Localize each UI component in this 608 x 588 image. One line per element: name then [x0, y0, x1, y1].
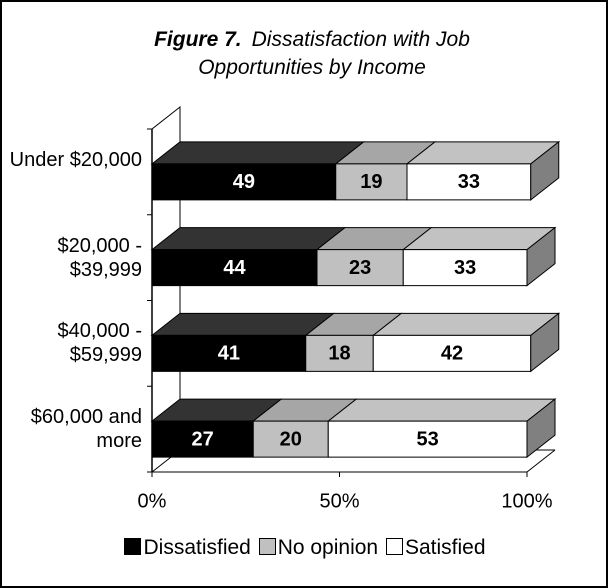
bar	[252, 420, 329, 458]
bar-top	[150, 141, 366, 165]
legend-label: Satisfied	[404, 536, 486, 559]
legend-label: Dissatisfied	[143, 536, 251, 559]
bar	[151, 163, 337, 201]
bar-end	[526, 226, 556, 287]
value-label: 33	[454, 257, 476, 279]
floor-right	[526, 449, 556, 473]
figure-label: Figure 7.	[154, 28, 242, 51]
value-label: 18	[328, 343, 350, 365]
bar	[305, 334, 374, 372]
bar-top	[150, 312, 336, 336]
legend-item: No opinion	[257, 536, 378, 559]
bar	[402, 249, 528, 287]
value-label: 53	[417, 428, 439, 450]
bar-top	[371, 312, 561, 336]
legend-item: Dissatisfied	[122, 536, 251, 559]
legend-item: Satisfied	[384, 536, 486, 559]
value-label: 42	[441, 343, 463, 365]
x-tick-label: 0%	[138, 490, 167, 512]
legend-swatch	[385, 538, 403, 555]
y-tick-label: $40,000 - $59,999	[57, 320, 142, 367]
y-tick-label: Under $20,000	[9, 148, 142, 171]
chart-title: Dissatisfaction with Job Opportunities b…	[198, 28, 470, 79]
legend-swatch	[258, 538, 276, 555]
value-label: 41	[218, 343, 240, 365]
legend: Dissatisfied No opinion Satisfied	[2, 536, 606, 560]
value-label: 19	[360, 171, 382, 193]
bar	[151, 420, 254, 458]
bar-top	[326, 398, 557, 422]
bar	[372, 334, 532, 372]
chart-title-block: Figure 7. Dissatisfaction with Job Opport…	[102, 26, 522, 82]
bar-end	[526, 398, 556, 459]
bar	[406, 163, 532, 201]
bar	[335, 163, 408, 201]
bar-end	[530, 140, 560, 201]
value-label: 49	[233, 171, 255, 193]
x-tick-label: 50%	[319, 490, 359, 512]
bar	[316, 249, 404, 287]
bar-top	[150, 227, 347, 251]
value-label: 44	[223, 257, 246, 279]
legend-swatch	[124, 538, 142, 555]
value-label: 27	[192, 428, 214, 450]
bar-end	[530, 312, 560, 373]
y-tick-label: $60,000 and more	[30, 406, 142, 453]
bar	[151, 249, 318, 287]
legend-label: No opinion	[277, 536, 379, 559]
value-label: 23	[349, 257, 371, 279]
bar	[327, 420, 528, 458]
value-label: 33	[458, 171, 480, 193]
value-label: 20	[280, 428, 302, 450]
y-tick-label: $20,000 - $39,999	[57, 234, 142, 281]
x-tick-label: 100%	[501, 490, 552, 512]
